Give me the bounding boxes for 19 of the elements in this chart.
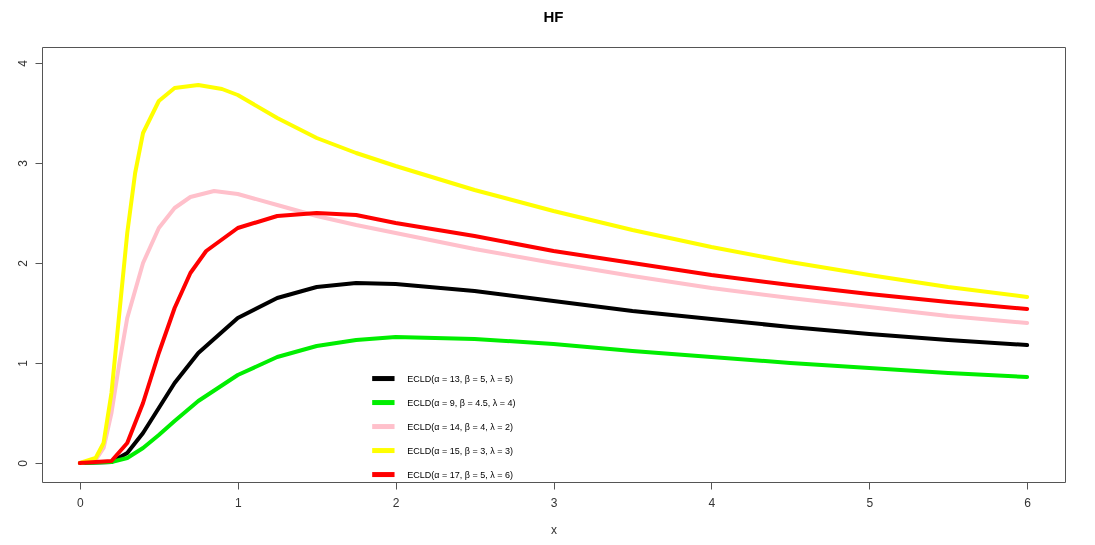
x-tick-label: 1 [234, 495, 242, 510]
y-tick-label: 1 [15, 359, 30, 367]
x-tick-label: 5 [866, 495, 874, 510]
legend-label: ECLD(α = 15, β = 3, λ = 3) [407, 445, 514, 456]
x-tick-label: 3 [550, 495, 558, 510]
y-tick-label: 0 [15, 459, 30, 467]
y-tick-label: 4 [15, 59, 30, 67]
legend-label: ECLD(α = 17, β = 5, λ = 6) [407, 469, 514, 480]
chart-title: HF [543, 8, 564, 25]
legend-label: ECLD(α = 13, β = 5, λ = 5) [407, 373, 514, 384]
x-tick-label: 6 [1024, 495, 1032, 510]
legend-label: ECLD(α = 9, β = 4.5, λ = 4) [407, 397, 516, 408]
y-tick-label: 2 [15, 259, 30, 267]
x-axis-title: x [551, 522, 557, 537]
legend-label: ECLD(α = 14, β = 4, λ = 2) [407, 421, 514, 432]
x-tick-label: 0 [77, 495, 85, 510]
x-tick-label: 4 [708, 495, 716, 510]
y-tick-label: 3 [15, 159, 30, 167]
x-tick-label: 2 [392, 495, 400, 510]
